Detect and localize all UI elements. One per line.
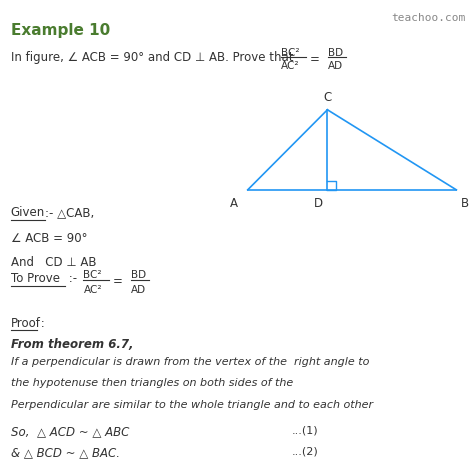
Text: So,  △ ACD ~ △ ABC: So, △ ACD ~ △ ABC xyxy=(11,426,129,438)
Text: :- △CAB,: :- △CAB, xyxy=(45,206,94,219)
Text: D: D xyxy=(314,197,323,210)
Text: BD: BD xyxy=(328,47,344,57)
Text: If a perpendicular is drawn from the vertex of the  right angle to: If a perpendicular is drawn from the ver… xyxy=(11,357,369,367)
Text: :: : xyxy=(36,317,45,330)
Text: BD: BD xyxy=(131,270,146,280)
Text: =: = xyxy=(112,275,122,288)
Text: C: C xyxy=(323,91,331,104)
Text: :-: :- xyxy=(65,273,81,285)
Text: AD: AD xyxy=(328,61,344,71)
Text: ∠ ACB = 90°: ∠ ACB = 90° xyxy=(11,232,87,245)
Text: Proof: Proof xyxy=(11,317,41,330)
Text: & △ BCD ~ △ BAC.: & △ BCD ~ △ BAC. xyxy=(11,447,120,460)
Text: AC²: AC² xyxy=(83,284,102,295)
Text: BC²: BC² xyxy=(83,270,102,280)
Text: In figure, ∠ ACB = 90° and CD ⊥ AB. Prove that: In figure, ∠ ACB = 90° and CD ⊥ AB. Prov… xyxy=(11,51,297,64)
Text: ...(2): ...(2) xyxy=(292,447,319,456)
Text: teachoo.com: teachoo.com xyxy=(392,13,466,23)
Text: To Prove: To Prove xyxy=(11,273,60,285)
Text: =: = xyxy=(310,53,319,66)
Text: Perpendicular are similar to the whole triangle and to each other: Perpendicular are similar to the whole t… xyxy=(11,400,373,410)
Text: ...(1): ...(1) xyxy=(292,426,319,436)
Text: the hypotenuse then triangles on both sides of the: the hypotenuse then triangles on both si… xyxy=(11,378,293,388)
Text: Example 10: Example 10 xyxy=(11,23,110,37)
Text: From theorem 6.7,: From theorem 6.7, xyxy=(11,338,133,351)
Text: AD: AD xyxy=(131,284,146,295)
Text: And   CD ⊥ AB: And CD ⊥ AB xyxy=(11,256,96,269)
Text: Given: Given xyxy=(11,206,45,219)
Text: BC²: BC² xyxy=(281,47,299,57)
Text: AC²: AC² xyxy=(281,61,299,71)
Text: B: B xyxy=(461,197,469,210)
Text: A: A xyxy=(230,197,238,210)
